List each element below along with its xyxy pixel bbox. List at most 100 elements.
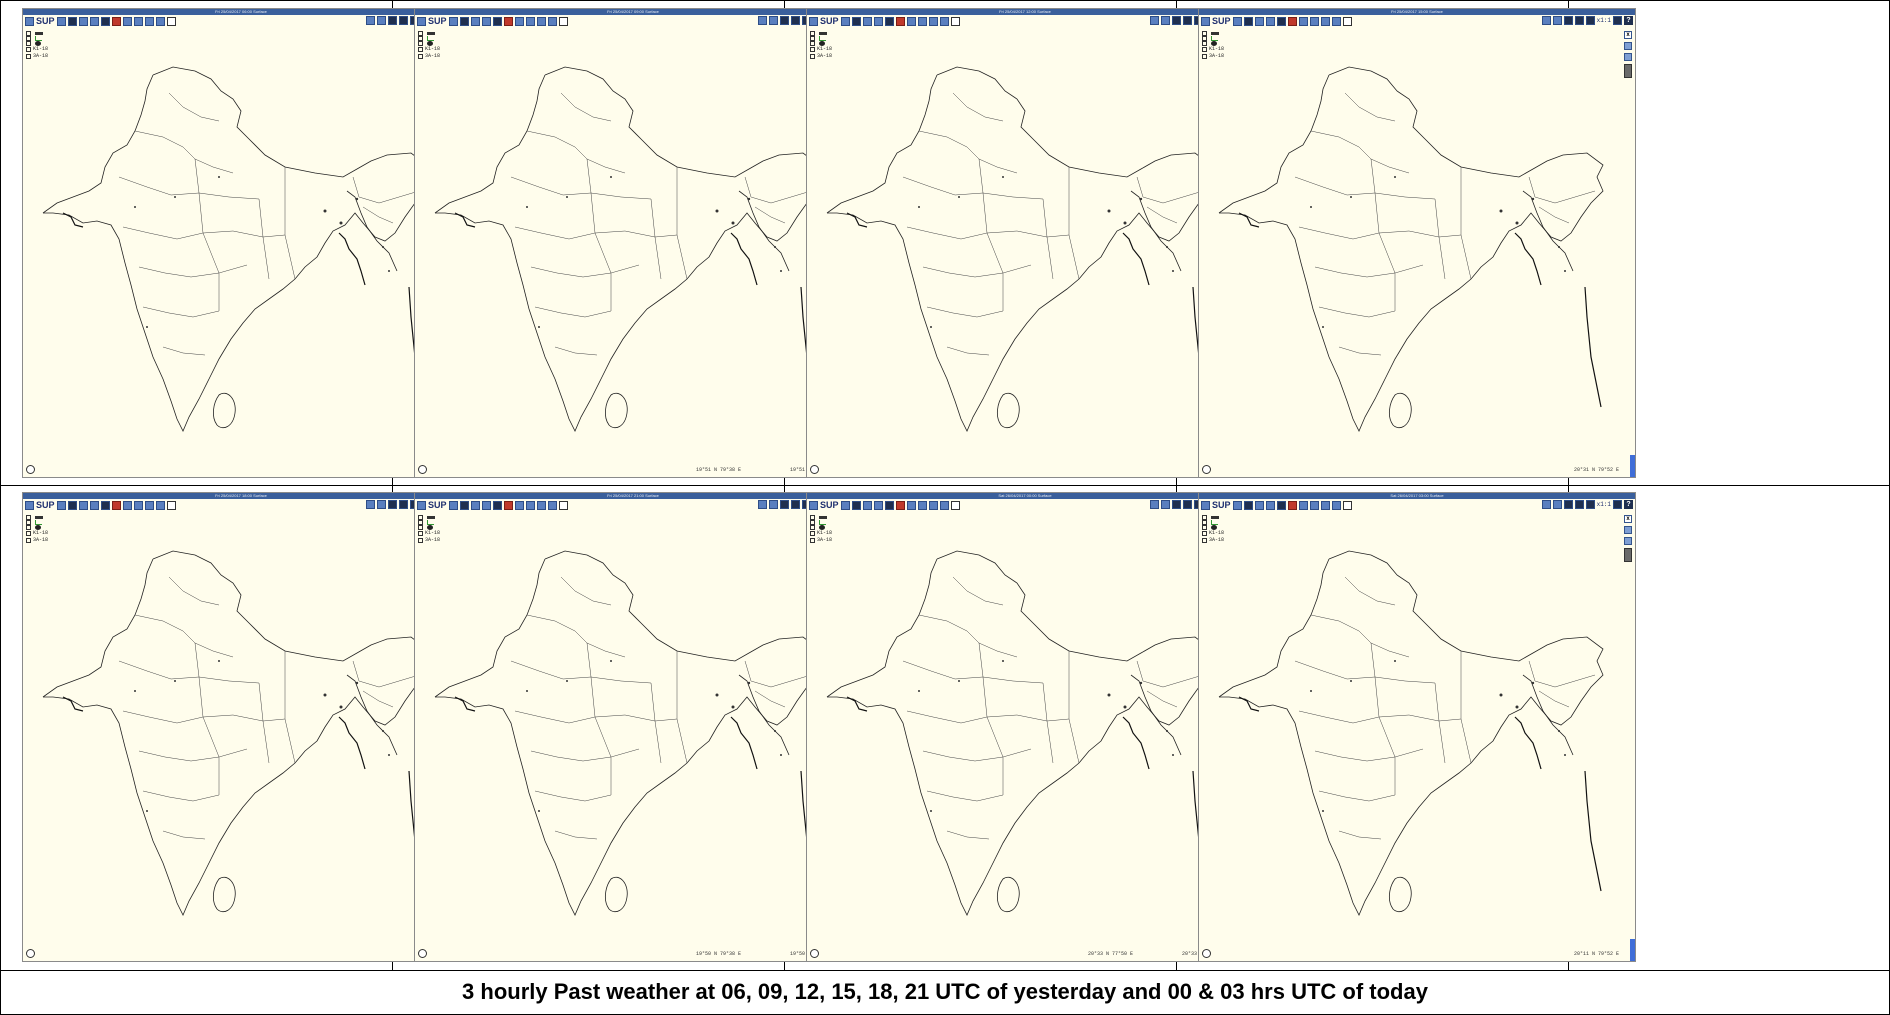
play-icon[interactable] [1585,500,1595,509]
scroll-handle[interactable] [1630,939,1635,961]
close-layer-icon[interactable] [503,500,513,510]
draw-line-icon[interactable] [1309,500,1319,510]
plus-icon[interactable] [155,500,165,510]
legend-item[interactable] [418,515,440,520]
menu-icon[interactable] [25,16,34,26]
layer-checkbox[interactable] [1202,41,1207,46]
image-icon[interactable] [928,16,938,26]
plus-icon[interactable] [547,500,557,510]
hand-icon[interactable] [862,500,872,510]
legend-item[interactable]: 3A-18 [810,53,832,60]
window-titlebar[interactable]: Fri 25/04/2017 06:00 Surface [23,9,459,15]
menu-icon[interactable] [25,500,34,510]
layer-checkbox[interactable] [810,36,815,41]
layer-checkbox[interactable] [26,531,31,536]
legend-item[interactable]: K1-18 [810,46,832,53]
previous-frame-icon[interactable] [757,16,767,25]
legend-item[interactable] [418,520,440,525]
layer-up-icon[interactable] [1624,526,1632,534]
plus-icon[interactable] [939,500,949,510]
window-titlebar[interactable]: Sat 26/04/2017 00:00 Surface [807,493,1243,499]
legend-item[interactable] [26,41,48,46]
cursor-icon[interactable] [1342,500,1352,510]
draw-line-icon[interactable] [133,500,143,510]
layer-checkbox[interactable] [418,538,423,543]
legend-item[interactable] [26,525,48,530]
rewind-icon[interactable] [387,16,397,25]
app-label[interactable]: SUP [820,500,839,510]
rewind-icon[interactable] [1563,500,1573,509]
gear-icon[interactable] [851,16,861,26]
previous-frame-icon[interactable] [365,16,375,25]
close-layer-icon[interactable] [503,16,513,26]
layer-checkbox[interactable] [418,36,423,41]
previous-frame-icon[interactable] [1149,16,1159,25]
layer-checkbox[interactable] [1202,31,1207,36]
previous-frame-icon[interactable] [1541,500,1551,509]
legend-item[interactable] [1202,36,1224,41]
close-icon[interactable]: x [1624,515,1632,523]
legend-item[interactable]: 3A-18 [26,537,48,544]
layer-checkbox[interactable] [418,525,423,530]
legend-item[interactable] [810,520,832,525]
app-label[interactable]: SUP [428,500,447,510]
legend-item[interactable]: 3A-18 [418,53,440,60]
window-titlebar[interactable]: Fri 25/04/2017 09:00 Surface [415,9,851,15]
pause-icon[interactable] [376,16,386,25]
refresh-icon[interactable] [89,500,99,510]
legend-item[interactable] [26,31,48,36]
layer-checkbox[interactable] [1202,525,1207,530]
layer-down-icon[interactable] [1624,53,1632,61]
refresh-icon[interactable] [873,500,883,510]
legend-item[interactable]: 3A-18 [1202,53,1224,60]
save-icon[interactable] [492,500,502,510]
legend-item[interactable] [810,36,832,41]
close-layer-icon[interactable] [111,500,121,510]
legend-item[interactable] [810,31,832,36]
compass-icon[interactable] [1202,465,1211,474]
draw-line-icon[interactable] [525,16,535,26]
draw-line-icon[interactable] [917,16,927,26]
refresh-icon[interactable] [1265,16,1275,26]
layer-panel-handle[interactable] [1624,64,1632,78]
refresh-icon[interactable] [873,16,883,26]
hand-icon[interactable] [862,16,872,26]
hand-icon[interactable] [470,16,480,26]
pause-icon[interactable] [768,500,778,509]
layer-checkbox[interactable] [26,41,31,46]
legend-item[interactable] [810,41,832,46]
zoom-icon[interactable] [514,16,524,26]
layer-checkbox[interactable] [418,41,423,46]
gear-icon[interactable] [851,500,861,510]
layer-checkbox[interactable] [1202,54,1207,59]
pause-icon[interactable] [1160,500,1170,509]
layer-checkbox[interactable] [1202,47,1207,52]
previous-frame-icon[interactable] [1149,500,1159,509]
legend-item[interactable] [1202,520,1224,525]
gear-icon[interactable] [1243,16,1253,26]
plus-icon[interactable] [155,16,165,26]
layer-checkbox[interactable] [26,31,31,36]
close-icon[interactable]: x [1624,31,1632,39]
compass-icon[interactable] [418,465,427,474]
legend-item[interactable] [1202,515,1224,520]
layers-icon[interactable] [56,500,66,510]
layer-checkbox[interactable] [810,531,815,536]
layer-up-icon[interactable] [1624,42,1632,50]
gear-icon[interactable] [459,500,469,510]
scroll-handle[interactable] [1630,455,1635,477]
legend-item[interactable] [26,515,48,520]
image-icon[interactable] [144,500,154,510]
legend-item[interactable] [810,515,832,520]
layer-checkbox[interactable] [810,41,815,46]
step-icon[interactable] [398,500,408,509]
compass-icon[interactable] [810,465,819,474]
plus-icon[interactable] [1331,16,1341,26]
pause-icon[interactable] [768,16,778,25]
layer-checkbox[interactable] [810,538,815,543]
gear-icon[interactable] [459,16,469,26]
zoom-level[interactable]: x1:1 [1596,17,1611,24]
menu-icon[interactable] [417,16,426,26]
legend-item[interactable]: 3A-18 [1202,537,1224,544]
layer-checkbox[interactable] [418,47,423,52]
